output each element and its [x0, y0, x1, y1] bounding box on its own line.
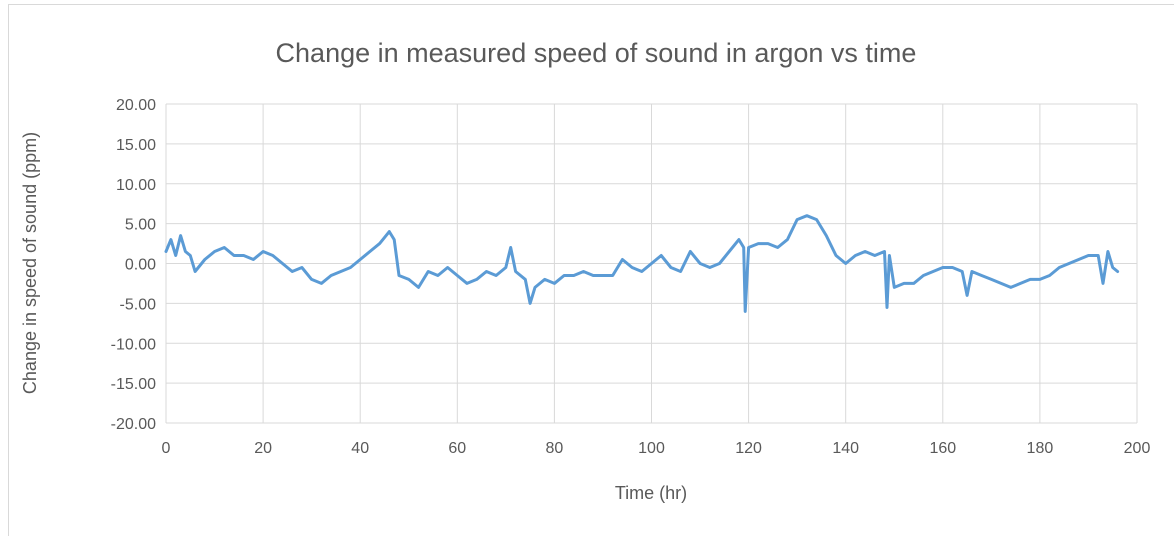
x-tick-label: 200 — [1124, 440, 1151, 457]
x-tick-label: 180 — [1027, 440, 1054, 457]
series-layer — [164, 214, 1120, 313]
y-tick-label: 0.00 — [125, 257, 156, 274]
x-tick-label: 120 — [735, 440, 762, 457]
y-tick-label: 5.00 — [125, 217, 156, 234]
x-tick-label: 60 — [448, 440, 466, 457]
x-tick-label: 40 — [351, 440, 369, 457]
x-axis-label: Time (hr) — [615, 483, 687, 503]
y-tick-label: -15.00 — [111, 376, 156, 393]
chart-title: Change in measured speed of sound in arg… — [276, 38, 917, 68]
x-tick-label: 100 — [638, 440, 665, 457]
x-tick-label: 160 — [929, 440, 956, 457]
x-tick-label: 80 — [546, 440, 564, 457]
y-tick-label: 20.00 — [116, 97, 156, 114]
y-tick-label: 10.00 — [116, 177, 156, 194]
y-tick-label: -5.00 — [120, 296, 157, 313]
x-tick-label: 20 — [254, 440, 272, 457]
y-axis-label: Change in speed of sound (ppm) — [20, 132, 40, 394]
chart-frame — [8, 4, 1174, 536]
y-tick-label: -20.00 — [111, 416, 156, 433]
y-tick-label: -10.00 — [111, 336, 156, 353]
x-tick-label: 140 — [832, 440, 859, 457]
series-line-0 — [164, 214, 1120, 313]
x-tick-label: 0 — [162, 440, 171, 457]
y-tick-label: 15.00 — [116, 137, 156, 154]
axis-layer: 20.00 15.00 10.00 5.00 0.00 -5.00 -10.00 -15.00… — [111, 97, 1151, 457]
